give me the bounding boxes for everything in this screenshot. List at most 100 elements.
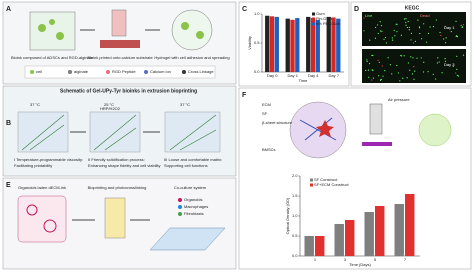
cell-dot [417, 19, 419, 21]
panel-letter: A [6, 6, 11, 13]
legend-swatch [178, 205, 182, 209]
panel-letter: D [354, 6, 359, 13]
bar [394, 204, 404, 256]
cell-dot [419, 32, 421, 35]
bar [405, 194, 415, 256]
cell-dot [462, 54, 465, 56]
panel-a-art [29, 9, 213, 51]
f-label: β-sheet structure [262, 120, 293, 125]
organoid [26, 204, 38, 216]
cell [181, 22, 189, 30]
x-axis-label: Time [299, 78, 309, 83]
x-axis-label: Time (Days) [349, 262, 371, 267]
legend-swatch [312, 22, 315, 26]
y-axis-label: Viability [247, 36, 252, 50]
cell-star [316, 120, 334, 137]
cell-dot [365, 69, 367, 71]
legend-swatch [68, 70, 72, 74]
stage-title: III Loose and comfortable matrix: [164, 157, 222, 162]
cell-dot [420, 38, 423, 40]
cell-dot [412, 57, 414, 59]
cell-dot [456, 35, 458, 37]
cell-dot [450, 31, 452, 33]
cell-dot [393, 29, 395, 32]
cell-dot [412, 42, 415, 44]
cell-dot [432, 26, 435, 28]
legend-swatch [30, 70, 34, 74]
legend-swatch [310, 183, 313, 187]
cell-dot [406, 77, 408, 79]
cell-dot [377, 59, 379, 61]
image-label: Day 1 [444, 25, 455, 30]
bar [331, 17, 336, 72]
panel-title: Schematic of Gel-UPy-Tyr bioinks in extr… [60, 88, 197, 94]
cell-dot [380, 78, 382, 81]
image-label: Dead [420, 13, 430, 18]
panel-letter: B [6, 120, 11, 127]
temperature: 37 °C [180, 102, 190, 107]
cell-dot [369, 39, 371, 41]
legend-label: cell [36, 69, 42, 74]
y-tick-label: 0.0 [292, 253, 298, 258]
cell-dot [411, 73, 414, 75]
cell-dot [427, 32, 430, 35]
cell-dot [420, 57, 422, 59]
y-axis-label: Optical Density (OD) [285, 197, 290, 234]
cell-dot [405, 21, 407, 24]
legend-label: Calcium ion [150, 69, 171, 74]
beaker [29, 11, 76, 51]
step-label: Hydrogel with cell adhesion and spreadin… [154, 55, 229, 60]
cell-dot [397, 72, 399, 74]
cell-dot [376, 24, 379, 26]
panel-f-art [289, 101, 452, 159]
panel-e-art [17, 195, 226, 251]
legend-swatch [106, 70, 110, 74]
cell-dot [363, 17, 365, 19]
cell-dot [394, 35, 396, 37]
legend-label: Macrophages [184, 204, 208, 209]
cell-dot [441, 72, 443, 74]
shape [363, 17, 465, 82]
cell-dot [445, 37, 447, 39]
panel-letter: C [242, 6, 247, 13]
cell-dot [391, 39, 394, 41]
bar [306, 16, 311, 72]
cell-dot [435, 19, 437, 21]
cell-dot [366, 60, 368, 63]
x-tick-label: 3 [344, 257, 347, 262]
legend-swatch [144, 70, 148, 74]
cell-dot [384, 36, 387, 39]
cell-dot [371, 79, 373, 81]
cell-dot [456, 35, 459, 38]
legend-box [24, 65, 216, 79]
cell-dot [442, 38, 445, 40]
legend-swatch [310, 178, 313, 182]
cell-dot [372, 77, 375, 79]
legend-label: Cross Linkage [188, 69, 214, 74]
f-label: Air pressure [388, 97, 410, 102]
x-tick-label: 5 [374, 257, 377, 262]
legend-label: Gum [316, 11, 325, 16]
bar [315, 19, 320, 72]
cell-dot [381, 65, 384, 67]
bar [345, 220, 355, 256]
cell-dot [385, 42, 388, 44]
cell-dot [444, 60, 447, 62]
cartridge [104, 197, 126, 239]
cell-dot [445, 42, 447, 44]
cell [38, 24, 46, 32]
cell-dot [367, 69, 370, 71]
cell-dot [410, 39, 412, 41]
cell-dot [400, 34, 402, 36]
y-tick-label: 1.0 [254, 11, 260, 16]
image-label: Live [365, 13, 373, 18]
shape: 0.0 0.5 1.0 Day 0 Day 1 Day 4 Day 7 Time Viabili… [247, 11, 344, 83]
cell-dot [368, 76, 370, 78]
cell-dot [456, 55, 458, 57]
x-tick-label: 1 [314, 257, 317, 262]
y-tick-label: 0.5 [254, 40, 260, 45]
cell-dot [407, 20, 409, 23]
cell-dot [452, 65, 454, 67]
stage-title: II Friendly solidification process: [88, 157, 145, 162]
